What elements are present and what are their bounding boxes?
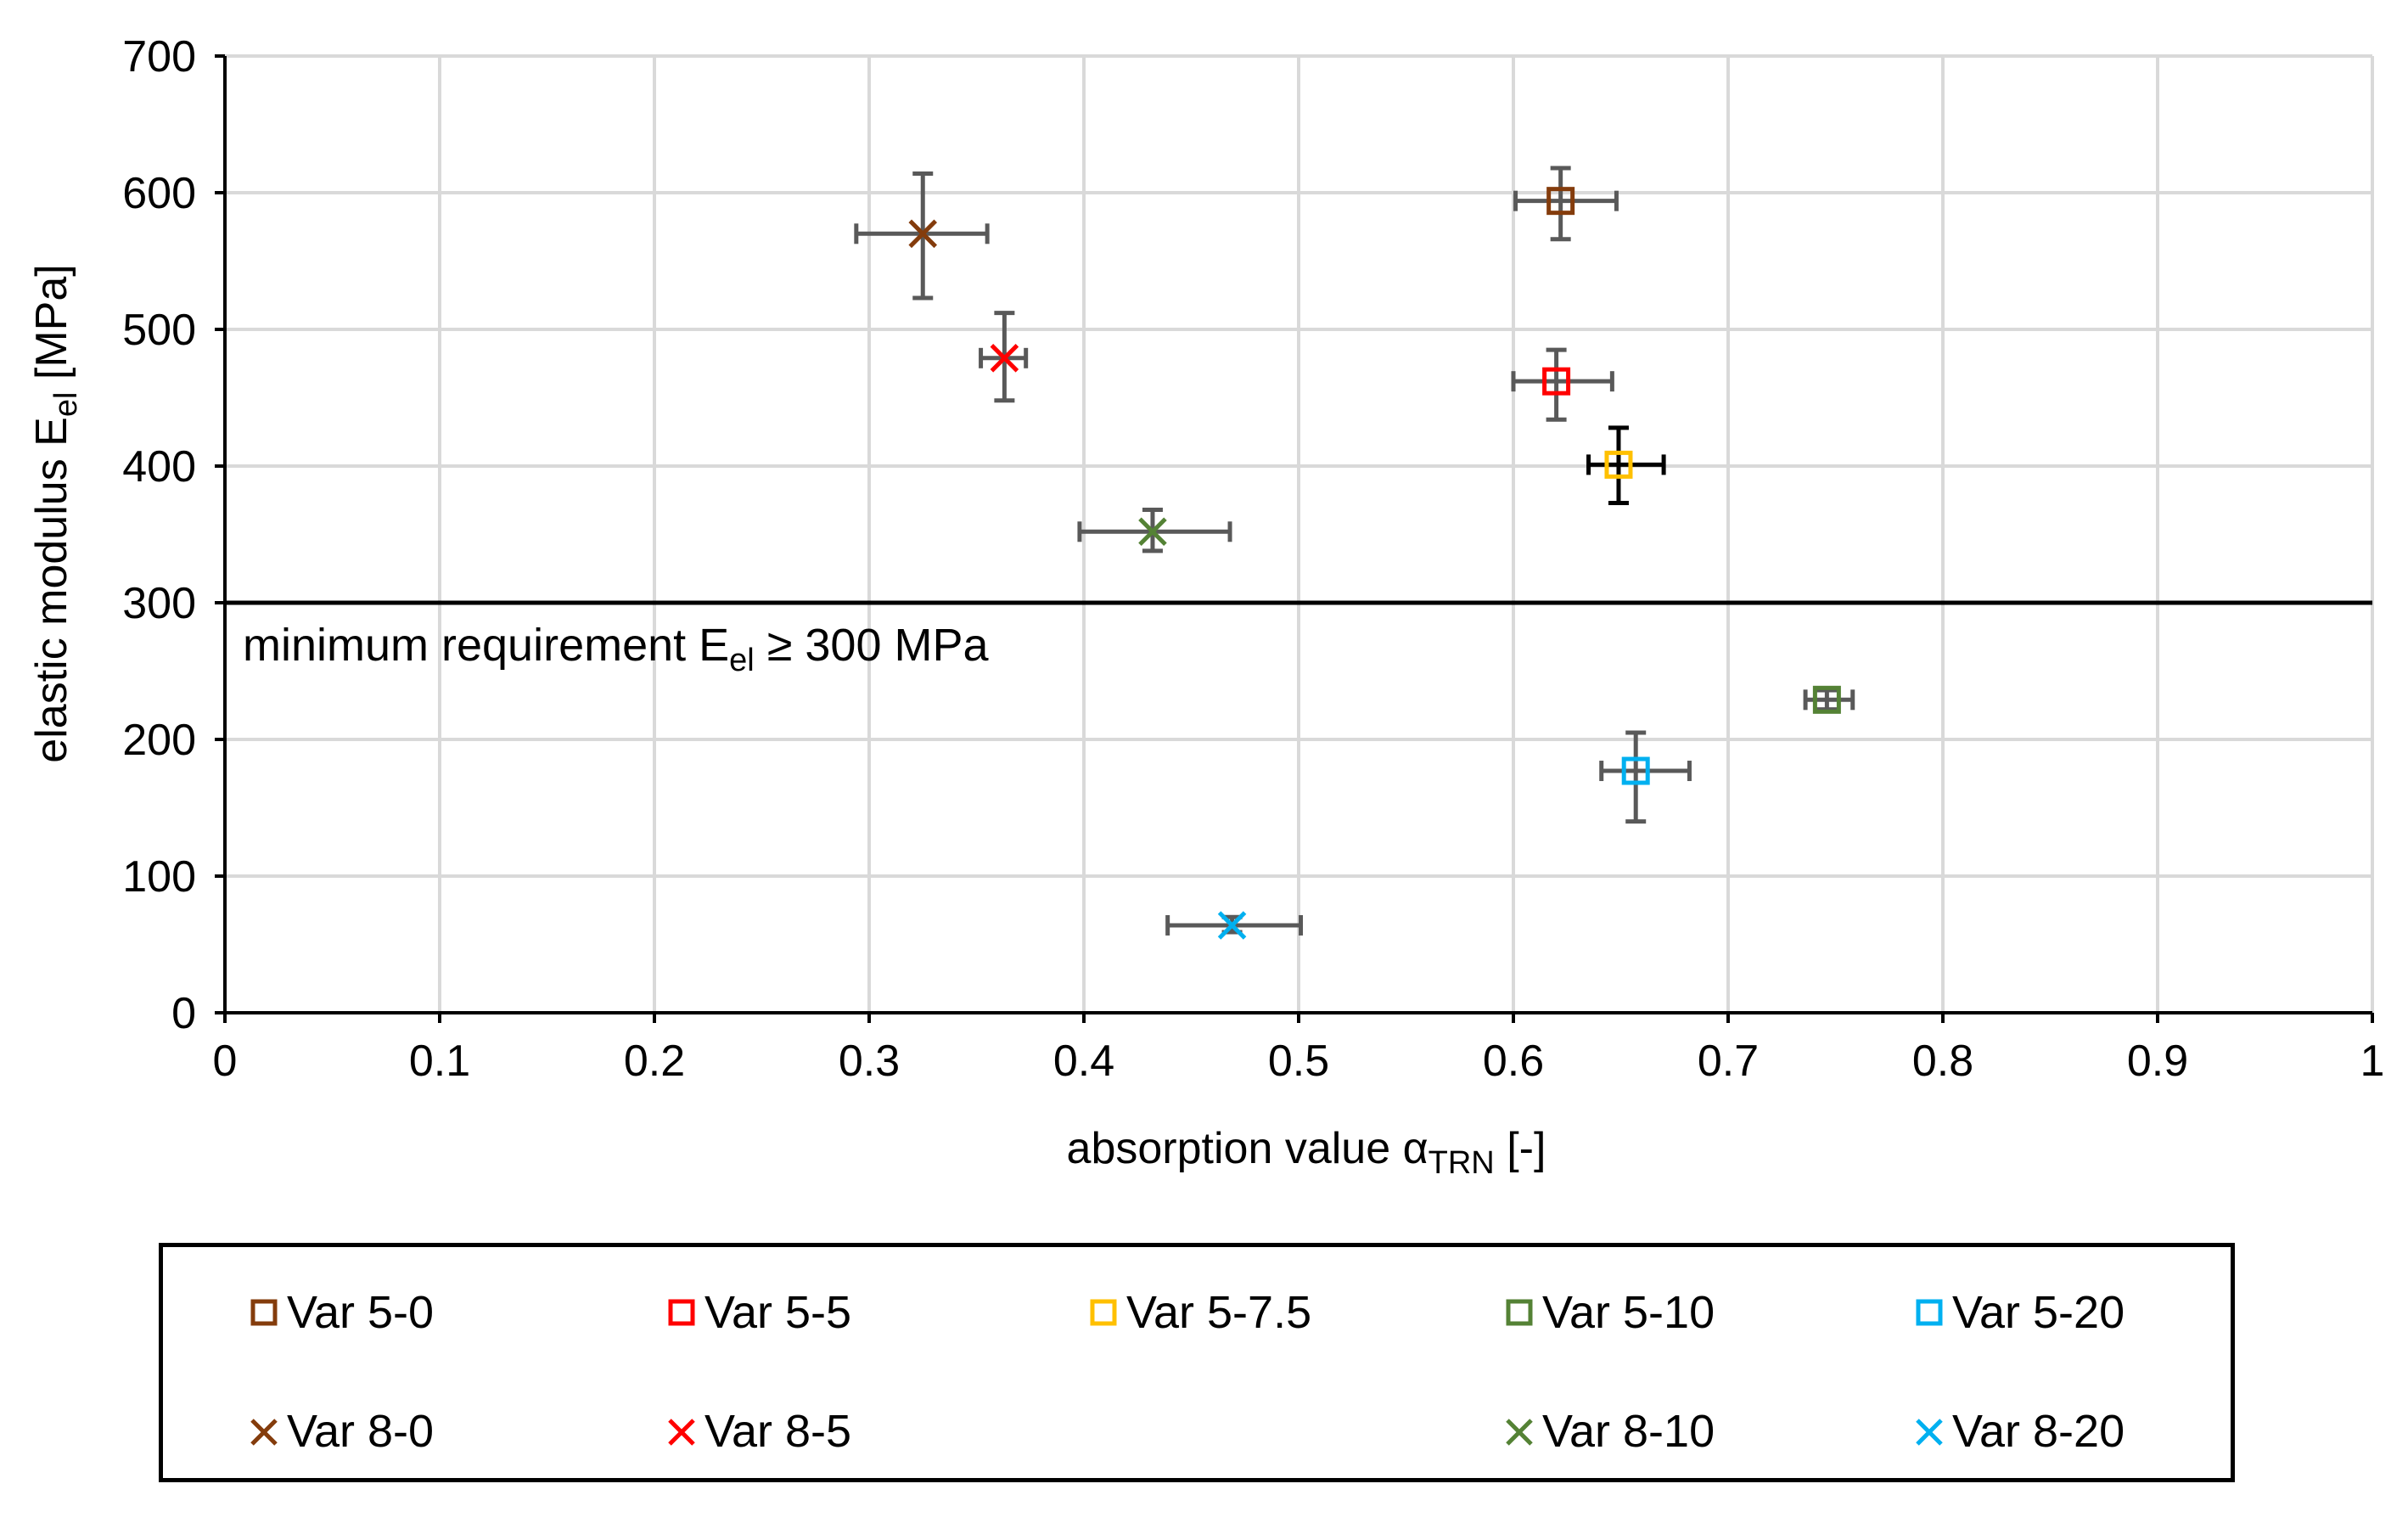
legend-label: Var 5-0 <box>287 1287 435 1338</box>
chart: 0 0.1 0.2 0.3 0.4 0.5 0.6 0.7 0.8 0.9 1 0 100 200 300 4… <box>27 32 2384 1181</box>
x-marker <box>990 344 1019 373</box>
x-tick-label: 0.9 <box>2127 1037 2188 1086</box>
y-tick-label: 600 <box>122 169 196 218</box>
point-var-5-5 <box>1511 347 1614 422</box>
x-marker-icon <box>662 1412 701 1451</box>
legend-label: Var 5-20 <box>1952 1287 2125 1338</box>
square-marker <box>1542 367 1571 396</box>
x-axis-title: absorption value αTRN [-] <box>1067 1124 1546 1181</box>
y-tick-label: 200 <box>122 716 196 765</box>
square-marker-icon <box>1910 1293 1949 1332</box>
x-tick-label: 1 <box>2360 1037 2385 1086</box>
legend-item-var-5-0: Var 5-0 <box>244 1283 434 1342</box>
x-tick-label: 0.2 <box>624 1037 685 1086</box>
legend-item-var-5-5: Var 5-5 <box>662 1283 851 1342</box>
y-tick-label: 300 <box>122 579 196 628</box>
square-marker-icon <box>244 1293 283 1332</box>
square-marker <box>1604 450 1633 479</box>
x-tick-label: 0 <box>213 1037 238 1086</box>
x-tick-label: 0.3 <box>839 1037 900 1086</box>
legend-item-var-8-0: Var 8-0 <box>244 1402 434 1461</box>
legend-item-var-5-10: Var 5-10 <box>1500 1283 1715 1342</box>
gridlines <box>225 54 2374 1013</box>
legend-label: Var 8-5 <box>704 1406 852 1457</box>
legend-label: Var 8-10 <box>1542 1406 1715 1457</box>
y-axis-title: elastic modulus Eel [MPa] <box>27 264 84 762</box>
data-points <box>854 166 1855 940</box>
legend-item-var-8-10: Var 8-10 <box>1500 1402 1715 1461</box>
legend-item-var-8-20: Var 8-20 <box>1910 1402 2125 1461</box>
point-var-8-20 <box>1165 911 1304 940</box>
point-var-5-20 <box>1599 730 1692 824</box>
legend-item-var-8-5: Var 8-5 <box>662 1402 851 1461</box>
x-marker-icon <box>244 1412 283 1451</box>
tick-labels: 0 0.1 0.2 0.3 0.4 0.5 0.6 0.7 0.8 0.9 1 0 100 200 300 4… <box>122 32 2384 1086</box>
legend: Var 5-0 Var 5-5 Var 5-7.5 Var 5-10 Var 5-20 V… <box>159 1243 2235 1482</box>
axes <box>215 54 2374 1023</box>
point-var-5-10 <box>1803 685 1855 714</box>
legend-item-var-5-7-5: Var 5-7.5 <box>1084 1283 1311 1342</box>
square-marker <box>1546 187 1575 216</box>
point-var-8-5 <box>979 311 1029 403</box>
x-marker-icon <box>1910 1412 1949 1451</box>
x-marker <box>1138 517 1167 547</box>
x-marker <box>908 219 938 249</box>
y-tick-label: 500 <box>122 306 196 355</box>
point-var-5-7-5 <box>1586 425 1666 505</box>
y-tick-label: 700 <box>122 32 196 81</box>
reference-line-label: minimum requirement Eel ≥ 300 MPa <box>243 620 989 678</box>
legend-label: Var 5-5 <box>704 1287 852 1338</box>
legend-item-var-5-20: Var 5-20 <box>1910 1283 2125 1342</box>
legend-label: Var 8-0 <box>287 1406 435 1457</box>
square-marker-icon <box>662 1293 701 1332</box>
x-tick-label: 0.6 <box>1483 1037 1544 1086</box>
legend-label: Var 8-20 <box>1952 1406 2125 1457</box>
y-tick-label: 100 <box>122 852 196 902</box>
legend-label: Var 5-7.5 <box>1126 1287 1312 1338</box>
x-tick-label: 0.5 <box>1268 1037 1329 1086</box>
x-tick-label: 0.8 <box>1912 1037 1973 1086</box>
x-tick-label: 0.1 <box>409 1037 470 1086</box>
square-marker-icon <box>1084 1293 1123 1332</box>
x-tick-label: 0.7 <box>1698 1037 1759 1086</box>
legend-label: Var 5-10 <box>1542 1287 1715 1338</box>
x-marker <box>1217 911 1247 940</box>
point-var-5-0 <box>1513 166 1619 242</box>
square-marker-icon <box>1500 1293 1539 1332</box>
y-tick-label: 0 <box>171 989 196 1038</box>
point-var-8-0 <box>854 171 990 301</box>
square-marker <box>1621 756 1650 785</box>
square-marker <box>1812 685 1841 714</box>
x-tick-label: 0.4 <box>1053 1037 1114 1086</box>
point-var-8-10 <box>1077 508 1232 554</box>
y-tick-label: 400 <box>122 442 196 492</box>
x-marker-icon <box>1500 1412 1539 1451</box>
